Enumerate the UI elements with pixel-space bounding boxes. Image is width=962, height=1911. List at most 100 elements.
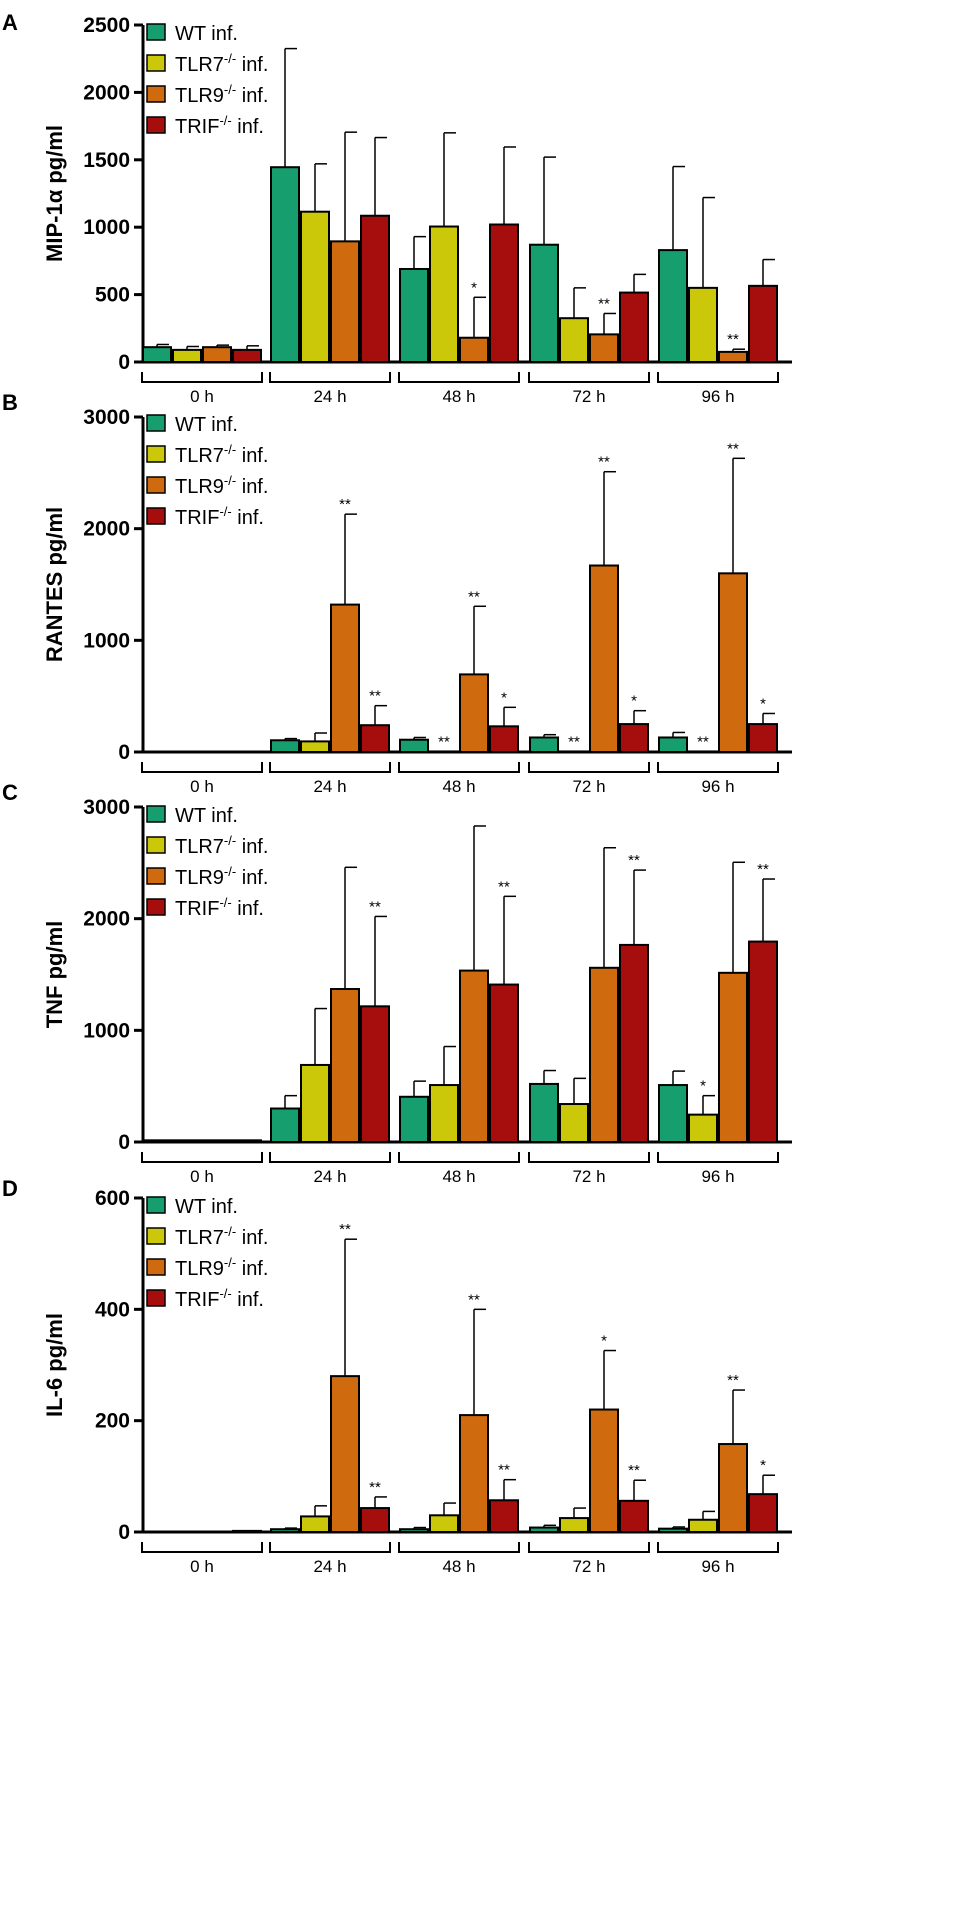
bar bbox=[330, 1375, 360, 1533]
bar bbox=[619, 1499, 649, 1533]
legend-swatch bbox=[146, 805, 166, 823]
group-label: 96 h bbox=[701, 1167, 734, 1186]
legend-label-sup: -/- bbox=[224, 1224, 236, 1239]
legend-label-suffix: inf. bbox=[236, 476, 268, 498]
bar bbox=[688, 750, 718, 753]
group-label: 0 h bbox=[190, 777, 214, 796]
significance-mark: ** bbox=[369, 1479, 381, 1496]
bar bbox=[688, 1113, 718, 1144]
legend-label: TLR9-/- inf. bbox=[175, 1255, 268, 1280]
legend-swatch bbox=[146, 85, 166, 103]
legend-label-base: TLR7 bbox=[175, 445, 224, 467]
group-bracket bbox=[657, 762, 779, 773]
legend-label-suffix: inf. bbox=[211, 414, 238, 436]
bar bbox=[202, 346, 232, 363]
bar bbox=[429, 750, 459, 753]
legend-label: TLR9-/- inf. bbox=[175, 864, 268, 889]
group-label: 0 h bbox=[190, 1167, 214, 1186]
legend-label-base: TLR9 bbox=[175, 476, 224, 498]
bar bbox=[459, 1414, 489, 1533]
legend-label-base: TLR9 bbox=[175, 85, 224, 107]
bar bbox=[489, 983, 519, 1143]
legend-label: TLR9-/- inf. bbox=[175, 473, 268, 498]
legend-label-sup: -/- bbox=[224, 864, 236, 879]
bar bbox=[270, 166, 300, 363]
bar bbox=[529, 736, 559, 754]
legend-label-suffix: inf. bbox=[236, 836, 268, 858]
bar bbox=[360, 724, 390, 754]
panel-letter: B bbox=[2, 390, 18, 415]
bar bbox=[429, 225, 459, 363]
bar bbox=[330, 240, 360, 364]
bar bbox=[232, 348, 262, 364]
legend-label: TLR7-/- inf. bbox=[175, 442, 268, 467]
legend-swatch bbox=[146, 1196, 166, 1214]
legend-label-sup: -/- bbox=[219, 1286, 231, 1301]
legend-label-sup: -/- bbox=[219, 895, 231, 910]
bar bbox=[142, 346, 172, 363]
bar bbox=[330, 603, 360, 753]
legend-label-base: TLR7 bbox=[175, 836, 224, 858]
group-bracket bbox=[398, 762, 520, 773]
y-axis-label: IL-6 pg/ml bbox=[42, 1313, 67, 1417]
bar bbox=[718, 572, 748, 753]
bar bbox=[559, 750, 589, 753]
legend-label-sup: -/- bbox=[224, 51, 236, 66]
group-label: 48 h bbox=[442, 387, 475, 406]
group-bracket bbox=[398, 1152, 520, 1163]
bar bbox=[529, 1526, 559, 1533]
bar bbox=[559, 1103, 589, 1143]
bar bbox=[589, 564, 619, 753]
significance-mark: ** bbox=[339, 1221, 351, 1238]
legend-swatch bbox=[146, 54, 166, 72]
significance-mark: ** bbox=[498, 1462, 510, 1479]
significance-mark: * bbox=[631, 693, 637, 710]
group-bracket bbox=[398, 372, 520, 383]
significance-mark: ** bbox=[727, 331, 739, 348]
bar bbox=[688, 1518, 718, 1533]
significance-mark: ** bbox=[727, 1372, 739, 1389]
legend-label: TLR7-/- inf. bbox=[175, 1224, 268, 1249]
significance-mark: * bbox=[700, 1078, 706, 1095]
y-tick-label: 0 bbox=[118, 1521, 130, 1544]
legend-label-suffix: inf. bbox=[236, 867, 268, 889]
y-tick-label: 0 bbox=[118, 741, 130, 764]
group-bracket bbox=[141, 762, 263, 773]
significance-mark: * bbox=[760, 1457, 766, 1474]
significance-mark: ** bbox=[598, 295, 610, 312]
group-label: 72 h bbox=[572, 1557, 605, 1576]
bar bbox=[232, 1529, 262, 1534]
legend-label-suffix: inf. bbox=[232, 116, 264, 138]
bar bbox=[748, 1493, 778, 1533]
significance-mark: ** bbox=[757, 861, 769, 878]
legend-swatch bbox=[146, 867, 166, 885]
bar bbox=[589, 1408, 619, 1533]
bar bbox=[718, 350, 748, 364]
legend-label: TRIF-/- inf. bbox=[175, 504, 264, 529]
y-axis-label: RANTES pg/ml bbox=[42, 507, 67, 662]
legend-swatch bbox=[146, 898, 166, 916]
legend-label-base: TLR9 bbox=[175, 867, 224, 889]
legend-swatch bbox=[146, 507, 166, 525]
group-bracket bbox=[528, 1152, 650, 1163]
legend-label-base: WT bbox=[175, 414, 211, 436]
panel-letter: D bbox=[2, 1176, 18, 1201]
legend-label: TLR7-/- inf. bbox=[175, 833, 268, 858]
legend-label-base: TRIF bbox=[175, 116, 219, 138]
legend-label-suffix: inf. bbox=[232, 898, 264, 920]
y-tick-label: 0 bbox=[118, 351, 130, 374]
y-tick-label: 3000 bbox=[83, 796, 130, 819]
significance-mark: ** bbox=[468, 1291, 480, 1308]
y-tick-label: 500 bbox=[95, 284, 130, 307]
significance-mark: ** bbox=[568, 733, 580, 750]
bar bbox=[489, 725, 519, 753]
group-bracket bbox=[657, 372, 779, 383]
y-tick-label: 600 bbox=[95, 1187, 130, 1210]
legend-label: TRIF-/- inf. bbox=[175, 113, 264, 138]
bar bbox=[459, 673, 489, 753]
legend-label-sup: -/- bbox=[219, 113, 231, 128]
legend-label-base: WT bbox=[175, 805, 206, 827]
group-bracket bbox=[141, 1542, 263, 1553]
